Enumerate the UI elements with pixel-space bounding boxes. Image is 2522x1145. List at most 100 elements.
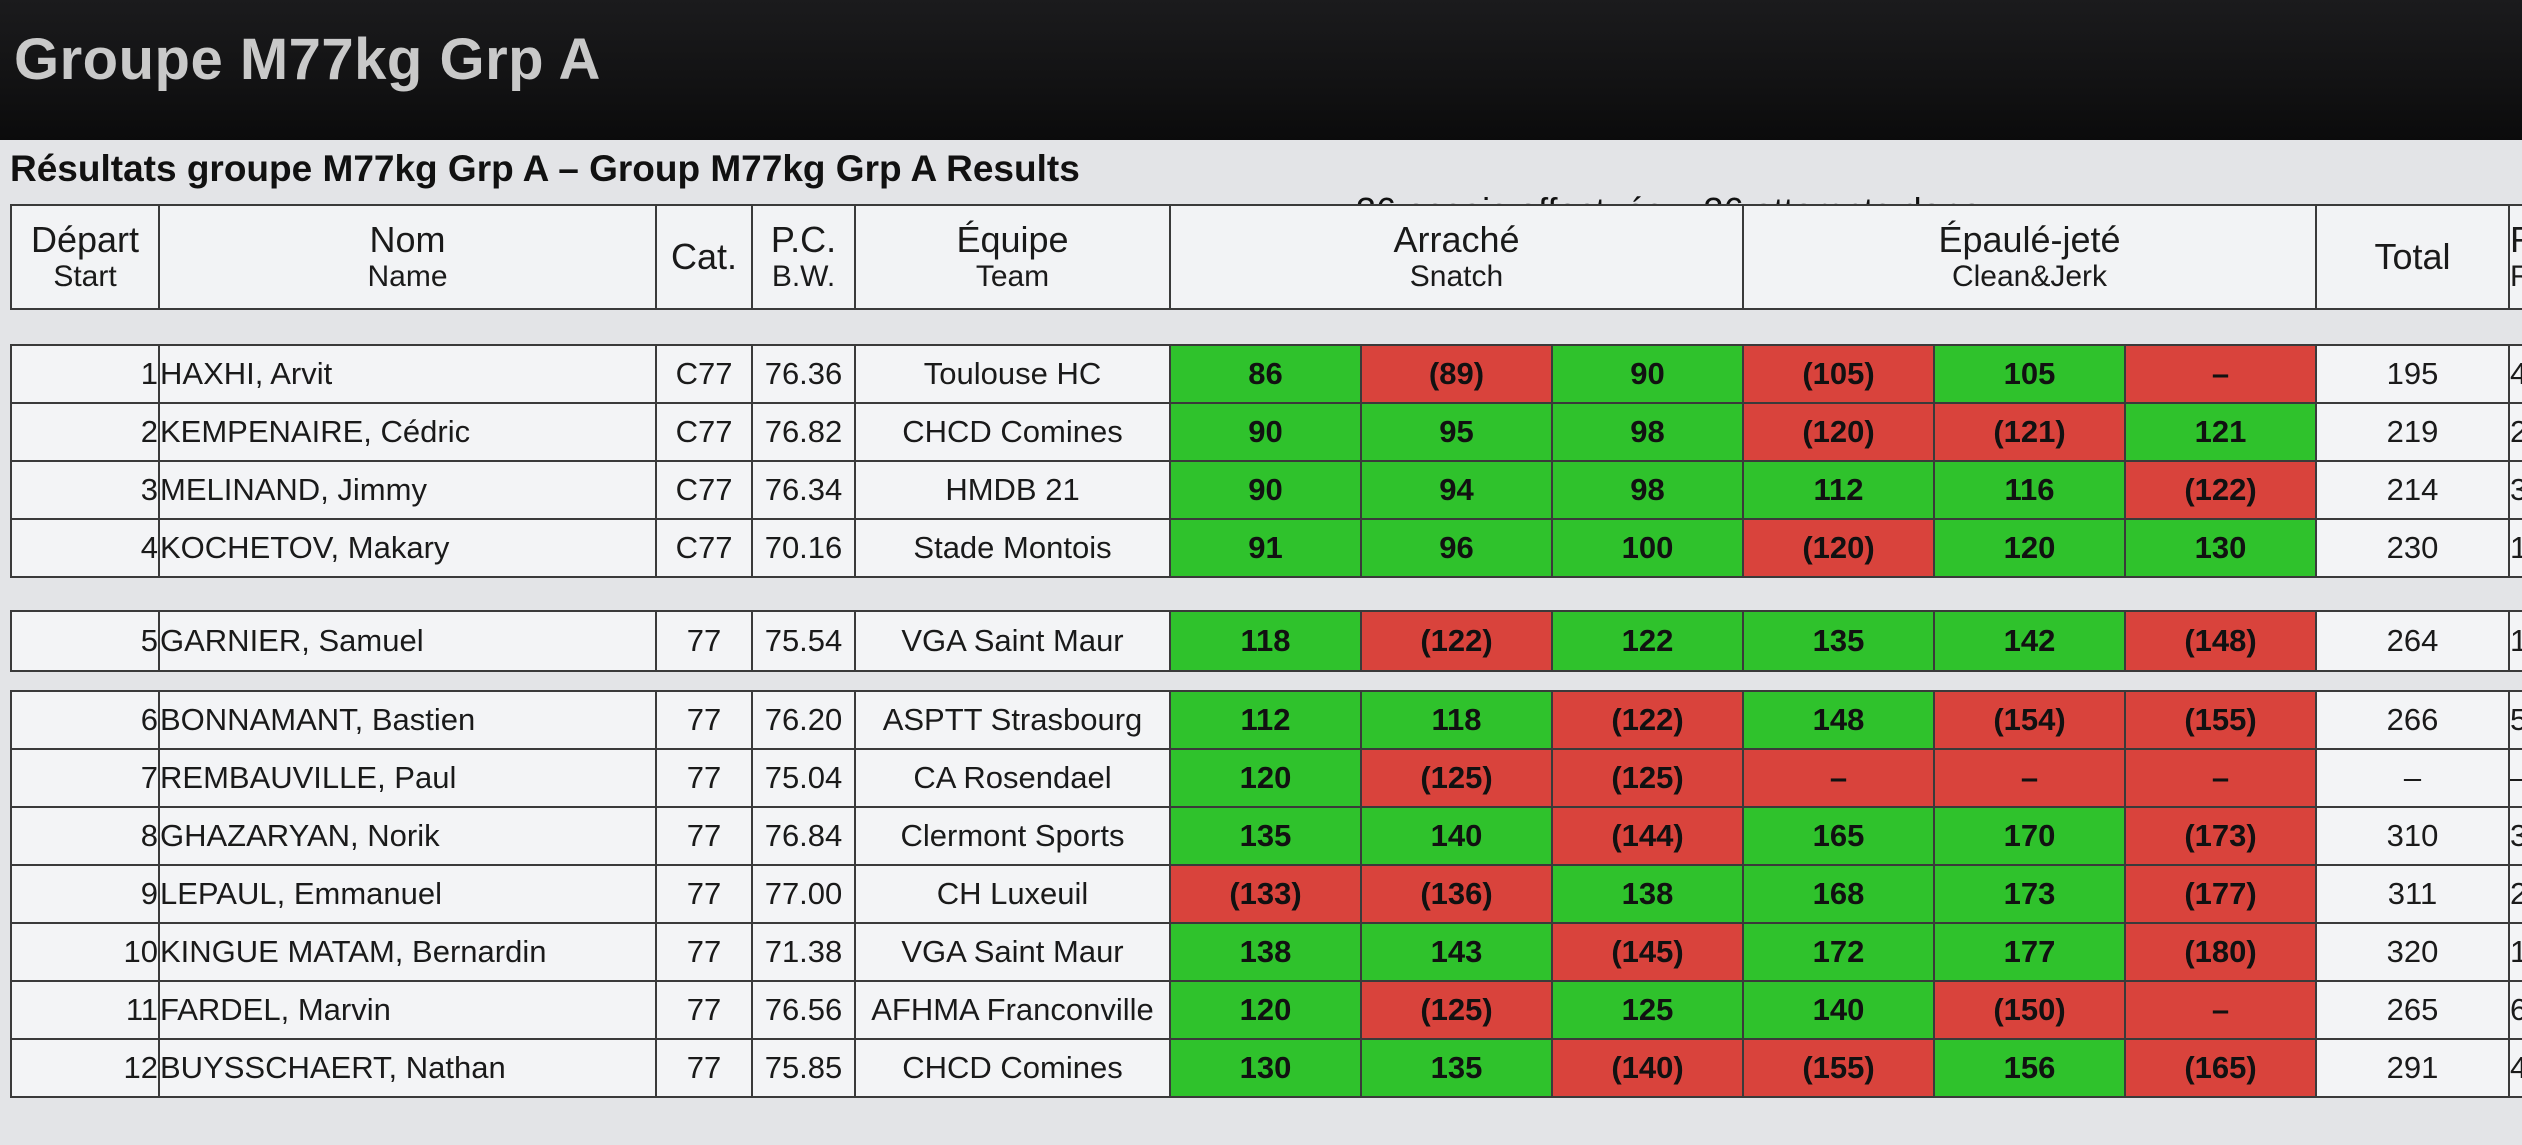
table-row: 4 KOCHETOV, Makary C77 70.16 Stade Montois 91… — [10, 518, 2522, 578]
snatch-attempt-2: (136) — [1360, 864, 1553, 924]
table-row: 2 KEMPENAIRE, Cédric C77 76.82 CHCD Comines 9… — [10, 402, 2522, 462]
clean-jerk-attempt-3: – — [2124, 748, 2317, 808]
team: Stade Montois — [854, 518, 1171, 578]
team: VGA Saint Maur — [854, 610, 1171, 672]
snatch-attempt-2: 96 — [1360, 518, 1553, 578]
snatch-attempt-2: (122) — [1360, 610, 1553, 672]
table-row: 8 GHAZARYAN, Norik 77 76.84 Clermont Sports 1… — [10, 806, 2522, 866]
header-clean-jerk: Épaulé-jeté Clean&Jerk — [1741, 204, 2318, 310]
clean-jerk-attempt-2: 120 — [1933, 518, 2126, 578]
clean-jerk-attempt-3: (148) — [2124, 610, 2317, 672]
rank: 4 — [2508, 1038, 2522, 1098]
start-number: 2 — [10, 402, 160, 462]
bodyweight: 76.34 — [751, 460, 856, 520]
bodyweight: 77.00 — [751, 864, 856, 924]
category: 77 — [655, 690, 753, 750]
table-row: 11 FARDEL, Marvin 77 76.56 AFHMA Franconvill… — [10, 980, 2522, 1040]
start-number: 6 — [10, 690, 160, 750]
table-row: 10 KINGUE MATAM, Bernardin 77 71.38 VGA Sain… — [10, 922, 2522, 982]
table-row: 1 HAXHI, Arvit C77 76.36 Toulouse HC 86 (89) 90… — [10, 344, 2522, 404]
header-total: Total — [2315, 204, 2511, 310]
rank: 2 — [2508, 402, 2522, 462]
category: 77 — [655, 610, 753, 672]
clean-jerk-attempt-1: (155) — [1742, 1038, 1935, 1098]
bodyweight: 76.20 — [751, 690, 856, 750]
start-number: 11 — [10, 980, 160, 1040]
bodyweight: 76.56 — [751, 980, 856, 1040]
total: 195 — [2315, 344, 2510, 404]
total: 320 — [2315, 922, 2510, 982]
clean-jerk-attempt-3: (155) — [2124, 690, 2317, 750]
clean-jerk-attempt-2: 142 — [1933, 610, 2126, 672]
category: 77 — [655, 1038, 753, 1098]
bodyweight: 76.36 — [751, 344, 856, 404]
results-header: Départ Start Nom Name Cat. P.C. B.W. Équipe… — [10, 204, 2522, 310]
snatch-attempt-3: 90 — [1551, 344, 1744, 404]
lifter-name: KOCHETOV, Makary — [158, 518, 657, 578]
snatch-attempt-2: (89) — [1360, 344, 1553, 404]
clean-jerk-attempt-1: 112 — [1742, 460, 1935, 520]
clean-jerk-attempt-2: 173 — [1933, 864, 2126, 924]
start-number: 10 — [10, 922, 160, 982]
snatch-attempt-3: 122 — [1551, 610, 1744, 672]
snatch-attempt-2: 95 — [1360, 402, 1553, 462]
table-row: 12 BUYSSCHAERT, Nathan 77 75.85 CHCD Comines… — [10, 1038, 2522, 1098]
bodyweight: 75.85 — [751, 1038, 856, 1098]
team: Clermont Sports — [854, 806, 1171, 866]
top-bar — [0, 0, 2522, 140]
start-number: 5 — [10, 610, 160, 672]
clean-jerk-attempt-1: 165 — [1742, 806, 1935, 866]
start-number: 4 — [10, 518, 160, 578]
snatch-attempt-3: (145) — [1551, 922, 1744, 982]
category: C77 — [655, 518, 753, 578]
total: 266 — [2315, 690, 2510, 750]
header-category: Cat. — [655, 204, 753, 310]
snatch-attempt-2: 135 — [1360, 1038, 1553, 1098]
snatch-attempt-1: 135 — [1169, 806, 1362, 866]
start-number: 7 — [10, 748, 160, 808]
lifter-name: BUYSSCHAERT, Nathan — [158, 1038, 657, 1098]
snatch-attempt-2: 143 — [1360, 922, 1553, 982]
rank: 3 — [2508, 806, 2522, 866]
bodyweight: 76.82 — [751, 402, 856, 462]
clean-jerk-attempt-1: 168 — [1742, 864, 1935, 924]
lifter-name: KINGUE MATAM, Bernardin — [158, 922, 657, 982]
header-name: Nom Name — [158, 204, 657, 310]
start-number: 3 — [10, 460, 160, 520]
team: ASPTT Strasbourg — [854, 690, 1171, 750]
page-title: Groupe M77kg Grp A — [14, 27, 601, 92]
team: CH Luxeuil — [854, 864, 1171, 924]
snatch-attempt-1: 90 — [1169, 460, 1362, 520]
table-row: 5 GARNIER, Samuel 77 75.54 VGA Saint Maur 118… — [10, 610, 2522, 672]
table-row: 9 LEPAUL, Emmanuel 77 77.00 CH Luxeuil (133)(… — [10, 864, 2522, 924]
lifter-name: MELINAND, Jimmy — [158, 460, 657, 520]
lifter-name: FARDEL, Marvin — [158, 980, 657, 1040]
clean-jerk-attempt-1: (105) — [1742, 344, 1935, 404]
total: 230 — [2315, 518, 2510, 578]
header-team: Équipe Team — [854, 204, 1171, 310]
snatch-attempt-3: 98 — [1551, 460, 1744, 520]
bodyweight: 76.84 — [751, 806, 856, 866]
lifter-name: KEMPENAIRE, Cédric — [158, 402, 657, 462]
clean-jerk-attempt-3: – — [2124, 980, 2317, 1040]
clean-jerk-attempt-3: 121 — [2124, 402, 2317, 462]
table-row: 7 REMBAUVILLE, Paul 77 75.04 CA Rosendael 120… — [10, 748, 2522, 808]
team: HMDB 21 — [854, 460, 1171, 520]
team: CHCD Comines — [854, 402, 1171, 462]
rank: – — [2508, 748, 2522, 808]
team: Toulouse HC — [854, 344, 1171, 404]
start-number: 8 — [10, 806, 160, 866]
snatch-attempt-3: 138 — [1551, 864, 1744, 924]
snatch-attempt-3: 98 — [1551, 402, 1744, 462]
snatch-attempt-3: (125) — [1551, 748, 1744, 808]
snatch-attempt-1: 86 — [1169, 344, 1362, 404]
rank: 1 — [2508, 518, 2522, 578]
clean-jerk-attempt-3: (122) — [2124, 460, 2317, 520]
rank: 1 — [2508, 922, 2522, 982]
start-number: 1 — [10, 344, 160, 404]
bodyweight: 75.54 — [751, 610, 856, 672]
table-row: 3 MELINAND, Jimmy C77 76.34 HMDB 21 90 94 98 112… — [10, 460, 2522, 520]
bodyweight: 75.04 — [751, 748, 856, 808]
snatch-attempt-2: 140 — [1360, 806, 1553, 866]
clean-jerk-attempt-2: (150) — [1933, 980, 2126, 1040]
